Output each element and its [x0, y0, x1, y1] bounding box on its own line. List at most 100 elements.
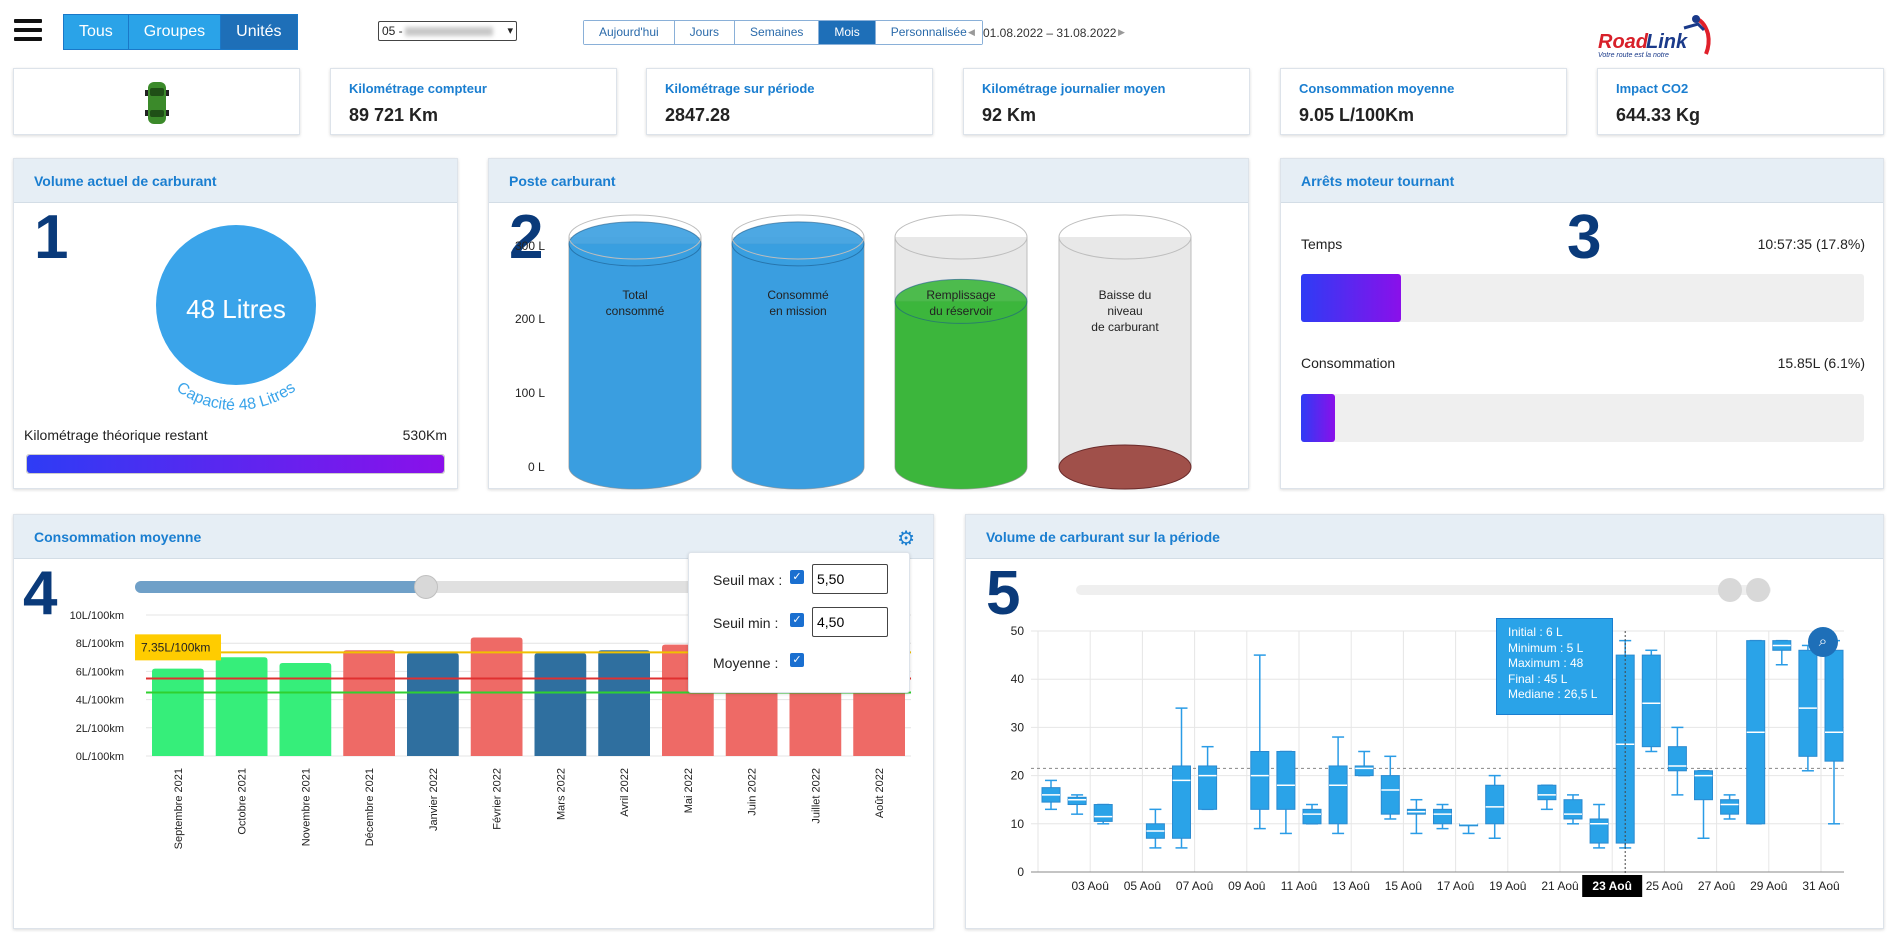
y-tick-label: 2L/100km: [76, 723, 124, 735]
tooltip-line: Final : 45 L: [1508, 671, 1568, 686]
x-tick-label: Octobre 2021: [237, 768, 249, 835]
hamburger-menu-icon[interactable]: [14, 19, 42, 47]
tab-jours[interactable]: Jours: [674, 21, 736, 44]
threshold-settings-popup: Seuil max : ✓ Seuil min : ✓ Moyenne : ✓: [688, 552, 910, 693]
idle-cons-track: [1301, 394, 1864, 442]
kpi-value: 9.05 L/100Km: [1299, 105, 1415, 125]
box-body: [1093, 804, 1113, 822]
tooltip-line: Minimum : 5 L: [1508, 640, 1584, 655]
box: [1667, 726, 1687, 796]
kpi-card-avg-consumption: Consommation moyenne 9.05 L/100Km: [1280, 68, 1567, 135]
x-tick-label: 31 Aoû: [1802, 879, 1839, 893]
settings-gear-icon[interactable]: ⚙: [897, 528, 915, 550]
panel-title: Poste carburant: [489, 159, 1248, 203]
kpi-value: 2847.28: [665, 105, 731, 125]
y-tick: 300 L: [515, 239, 546, 253]
x-tick-label: Mars 2022: [555, 768, 567, 820]
box-body: [1641, 654, 1661, 748]
y-tick-label: 20: [1011, 769, 1025, 783]
max-threshold-input[interactable]: [812, 564, 888, 594]
box: [1720, 794, 1740, 820]
x-tick-label: 25 Aoû: [1646, 879, 1683, 893]
prev-period-icon[interactable]: ◀: [968, 27, 975, 37]
box-body: [1433, 808, 1452, 825]
average-line-checkbox[interactable]: ✓: [790, 653, 804, 667]
x-tick-highlight: [1582, 875, 1643, 897]
box: [1824, 639, 1844, 825]
average-label-box: [135, 634, 221, 661]
tooltip-line: Mediane : 26,5 L: [1508, 687, 1598, 702]
kpi-value: 92 Km: [982, 105, 1037, 125]
box: [1746, 639, 1766, 825]
box: [1798, 644, 1818, 772]
min-threshold-checkbox[interactable]: ✓: [790, 613, 804, 627]
filter-unites[interactable]: Unités: [221, 15, 297, 49]
fuel-volume-panel: Volume actuel de carburant 1 48 Litres C…: [13, 158, 458, 489]
range-slider-handle[interactable]: [414, 575, 438, 599]
idle-cons-label: Consommation: [1301, 355, 1396, 371]
zoom-slider-track[interactable]: [1076, 585, 1771, 595]
min-threshold-input[interactable]: [812, 607, 888, 637]
next-period-icon[interactable]: ▶: [1118, 27, 1125, 37]
box: [1537, 784, 1557, 811]
bar: [215, 657, 268, 756]
filter-tous[interactable]: Tous: [64, 15, 129, 49]
box-body: [1537, 784, 1557, 801]
x-tick-label: 09 Aoû: [1228, 879, 1265, 893]
panel-title: Consommation moyenne: [14, 515, 933, 559]
box-body: [1276, 751, 1296, 810]
box: [1406, 798, 1426, 835]
period-tabs: Aujourd'hui Jours Semaines Mois Personna…: [583, 20, 983, 45]
box-body: [1667, 746, 1687, 772]
filter-groupes[interactable]: Groupes: [128, 15, 222, 49]
panel-marker: 3: [1567, 203, 1602, 272]
tank-label: Total consommé: [606, 288, 665, 318]
box-body: [1589, 818, 1609, 844]
tank-label: Consommé en mission: [767, 288, 829, 318]
fuel-tank: Consommé en mission: [731, 214, 865, 490]
box-body: [1354, 765, 1374, 777]
zoom-slider-handle-left[interactable]: [1718, 578, 1742, 602]
box-body: [1720, 799, 1740, 815]
tab-personnalisee[interactable]: Personnalisée: [875, 21, 982, 44]
x-tick-label: 05 Aoû: [1124, 879, 1161, 893]
box: [1302, 803, 1322, 825]
vehicle-select[interactable]: 05 - ▾: [378, 21, 517, 41]
x-tick-label: Avril 2022: [619, 768, 631, 817]
box: [1694, 770, 1713, 840]
fuel-tank: Baisse du niveau de carburant: [1058, 214, 1192, 490]
box-body: [1250, 751, 1270, 810]
panel-marker: 4: [23, 559, 58, 628]
tab-aujourdhui[interactable]: Aujourd'hui: [584, 21, 675, 44]
idle-time-label: Temps: [1301, 236, 1343, 252]
tab-semaines[interactable]: Semaines: [735, 21, 820, 44]
box: [1067, 794, 1087, 815]
zoom-slider-handle-right[interactable]: [1746, 578, 1770, 602]
x-tick-label: Juin 2022: [747, 768, 759, 816]
box: [1250, 654, 1270, 830]
box: [1198, 745, 1218, 811]
tank-liquid-top: [894, 278, 1028, 324]
x-tick-label: Novembre 2021: [300, 768, 312, 846]
capacity-label: Capacité 48 Litres: [173, 379, 298, 414]
panel-title: Arrêts moteur tournant: [1281, 159, 1883, 203]
box: [1380, 755, 1400, 820]
max-threshold-checkbox[interactable]: ✓: [790, 570, 804, 584]
x-tick-label: Décembre 2021: [364, 768, 376, 846]
date-range: 01.08.2022 – 31.08.2022: [983, 26, 1117, 40]
min-threshold-label: Seuil min :: [713, 615, 779, 631]
tank-rim: [894, 214, 1028, 260]
chart-tooltip: Initial : 6 L Minimum : 5 L Maximum : 48…: [1496, 618, 1613, 715]
panel-marker: 1: [34, 203, 69, 272]
tank-liquid: [1058, 444, 1192, 490]
fuel-period-chart: 0 10 20 30 40 50 03 Aoû 05 Aoû 07 Aoû 09 Aoû 11 Ao…: [1011, 624, 1844, 897]
bar: [598, 650, 650, 756]
tab-mois[interactable]: Mois: [819, 21, 876, 44]
panel-title: Volume de carburant sur la période: [966, 515, 1883, 559]
zoom-reset-icon[interactable]: ⌕: [1808, 627, 1838, 657]
x-tick-label: 21 Aoû: [1541, 879, 1578, 893]
idle-time-value: 10:57:35 (17.8%): [1757, 236, 1865, 252]
box: [1145, 808, 1165, 849]
box-body: [1563, 799, 1583, 820]
box: [1041, 779, 1061, 811]
